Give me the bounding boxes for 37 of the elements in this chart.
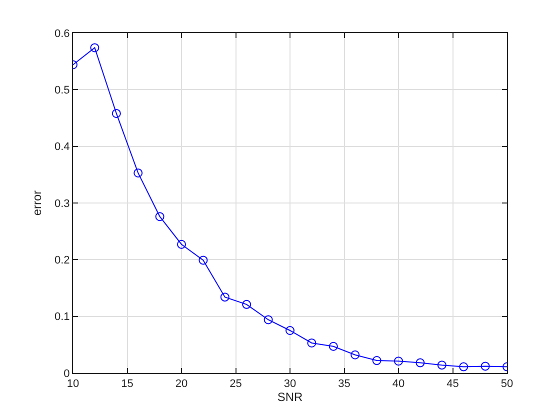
- x-tick-label: 30: [284, 378, 296, 390]
- y-tick-label: 0.2: [54, 254, 70, 267]
- y-axis-title: error: [30, 190, 44, 216]
- point: [416, 358, 425, 368]
- y-tick-label: 0.1: [54, 311, 70, 324]
- point: [307, 338, 316, 348]
- point: [328, 342, 338, 351]
- y-tick-label: 0.3: [54, 198, 70, 210]
- x-axis-title: SNR: [277, 390, 303, 404]
- point: [394, 356, 403, 366]
- x-tick-label: 15: [121, 378, 134, 390]
- point: [134, 168, 143, 178]
- point: [198, 256, 208, 265]
- y-tick-label: 0: [64, 368, 70, 380]
- point: [177, 240, 186, 249]
- x-tick-label: 10: [66, 378, 80, 390]
- x-tick-label: 25: [230, 378, 242, 390]
- point: [350, 350, 360, 360]
- point: [437, 360, 446, 370]
- point: [459, 362, 468, 372]
- point: [242, 300, 252, 309]
- x-tick-label: 50: [500, 378, 514, 390]
- y-tick-label: 0.4: [54, 141, 70, 154]
- point: [480, 362, 490, 371]
- x-tick-label: 20: [175, 378, 188, 390]
- point: [155, 212, 164, 222]
- point: [112, 108, 121, 118]
- x-tick-label: 40: [392, 378, 405, 390]
- point: [286, 326, 294, 335]
- point: [90, 43, 100, 52]
- y-tick-label: 0.5: [54, 84, 70, 97]
- point: [264, 315, 273, 324]
- y-tick-label: 0.6: [54, 28, 70, 40]
- point: [372, 356, 382, 366]
- point: [220, 292, 230, 302]
- x-tick-label: 35: [338, 378, 350, 390]
- x-tick-label: 45: [446, 378, 459, 390]
